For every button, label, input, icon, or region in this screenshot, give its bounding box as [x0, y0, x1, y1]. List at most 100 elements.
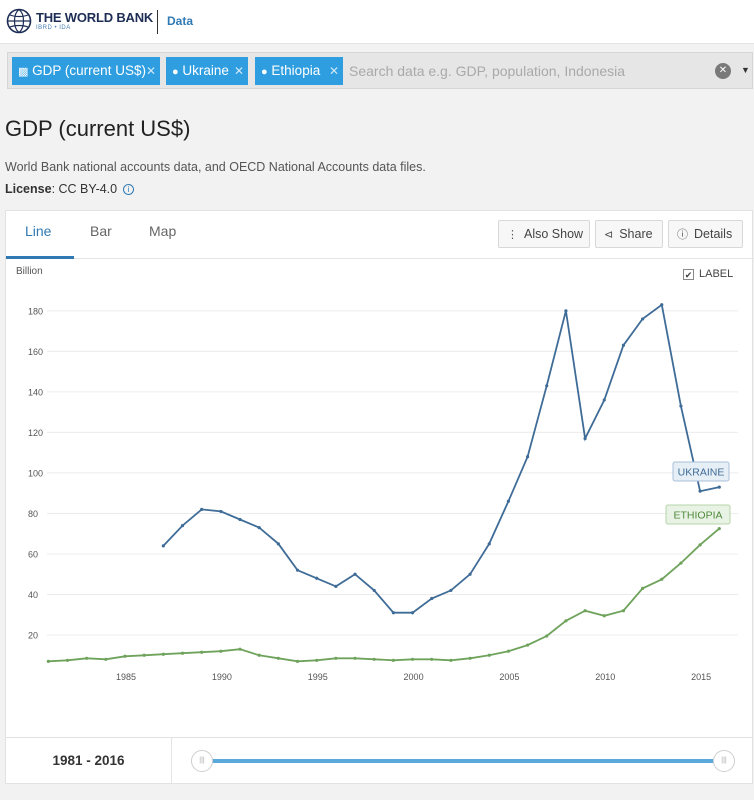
logo-divider	[157, 10, 158, 34]
tab-map[interactable]: Map	[149, 223, 177, 239]
clear-search-icon[interactable]: ✕	[715, 63, 731, 79]
page-title: GDP (current US$)	[5, 116, 191, 141]
chip-country-ukraine[interactable]: ● Ukraine ✕	[166, 57, 248, 85]
data-point	[161, 652, 165, 656]
data-point	[410, 611, 415, 615]
data-point	[46, 659, 50, 663]
x-tick-label: 1990	[212, 672, 232, 682]
data-point	[602, 614, 606, 618]
data-point	[621, 609, 626, 613]
chip-label: GDP (current US$)	[32, 63, 146, 78]
data-point	[430, 657, 434, 661]
data-link[interactable]: Data	[167, 14, 194, 28]
search-bar: ▩ GDP (current US$) ✕ ● Ukraine ✕ ● Ethi…	[7, 52, 753, 89]
details-label: Details	[694, 227, 733, 241]
world-bank-globe-icon[interactable]	[6, 8, 32, 34]
data-point	[353, 656, 357, 660]
data-point	[679, 561, 683, 565]
label-toggle[interactable]: ✔ LABEL	[683, 268, 733, 280]
data-point	[564, 619, 568, 623]
data-point	[506, 499, 510, 503]
chip-label: Ethiopia	[271, 63, 321, 78]
data-point	[660, 303, 664, 307]
x-tick-label: 2010	[595, 672, 615, 682]
y-tick-label: 60	[28, 549, 38, 559]
info-circle-icon: ⓘ	[677, 229, 688, 241]
share-label: Share	[619, 227, 653, 241]
y-tick-label: 120	[28, 428, 43, 438]
map-pin-icon: ●	[172, 66, 179, 78]
chart-card: Line Bar Map ⋮ Also Show ⊲ Share ⓘ Details	[5, 210, 754, 738]
series-label-box	[672, 461, 730, 482]
x-tick-label: 1995	[308, 672, 328, 682]
series-label-ukraine: UKRAINE	[678, 467, 725, 479]
data-point	[717, 527, 721, 531]
data-point	[295, 568, 300, 572]
data-point	[487, 653, 491, 657]
data-point	[238, 647, 242, 651]
data-point	[506, 649, 510, 653]
data-point	[449, 658, 453, 662]
top-bar: THE WORLD BANK IBRD • IDA Data	[0, 0, 754, 44]
data-point	[200, 507, 204, 511]
y-tick-label: 100	[28, 468, 43, 478]
x-tick-label: 1985	[116, 672, 136, 682]
range-end-handle[interactable]: |||	[713, 750, 735, 772]
data-point	[372, 588, 376, 593]
license-line: License: CC BY-4.0 i	[5, 182, 135, 196]
data-point	[640, 317, 645, 321]
share-icon: ⊲	[604, 229, 614, 241]
chip-indicator[interactable]: ▩ GDP (current US$) ✕	[12, 57, 160, 85]
label-checkbox[interactable]: ✔	[683, 269, 694, 280]
series-line-ukraine	[162, 303, 720, 614]
active-tab-indicator	[6, 256, 74, 259]
info-icon[interactable]: i	[123, 184, 135, 195]
details-button[interactable]: ⓘ Details	[668, 220, 743, 248]
search-input[interactable]	[349, 57, 699, 85]
data-point	[525, 455, 530, 459]
logo-text[interactable]: THE WORLD BANK	[36, 10, 154, 25]
also-show-button[interactable]: ⋮ Also Show	[498, 220, 590, 248]
chip-label: Ukraine	[182, 63, 229, 78]
chip-remove-icon[interactable]: ✕	[145, 64, 156, 78]
data-point	[85, 656, 89, 660]
data-point	[104, 657, 108, 661]
y-axis-unit-label: Billion	[16, 266, 43, 277]
data-point	[468, 656, 472, 660]
share-button[interactable]: ⊲ Share	[595, 220, 663, 248]
data-point	[315, 576, 319, 580]
data-point	[142, 653, 146, 657]
data-point	[200, 650, 204, 654]
data-point	[353, 572, 357, 576]
chart-tabs: Line Bar Map ⋮ Also Show ⊲ Share ⓘ Details	[6, 211, 754, 259]
data-point	[65, 658, 70, 662]
logo-subtitle: IBRD • IDA	[36, 25, 71, 31]
y-tick-label: 80	[28, 509, 38, 519]
data-point	[660, 577, 664, 581]
range-start-handle[interactable]: |||	[191, 750, 213, 772]
data-point	[238, 517, 242, 522]
x-tick-label: 2015	[691, 672, 711, 682]
range-slider-track[interactable]	[202, 759, 724, 763]
data-point	[468, 572, 472, 576]
data-point	[449, 588, 453, 593]
data-point	[545, 384, 549, 388]
y-tick-label: 160	[28, 347, 43, 357]
data-point	[295, 659, 300, 663]
chip-remove-icon[interactable]: ✕	[328, 64, 339, 78]
chip-remove-icon[interactable]: ✕	[233, 64, 244, 78]
license-value[interactable]: : CC BY-4.0	[51, 182, 118, 196]
dropdown-caret-icon[interactable]: ▼	[741, 65, 750, 75]
data-point	[583, 436, 587, 441]
data-point	[583, 609, 587, 613]
tab-line[interactable]: Line	[25, 223, 52, 239]
chip-country-ethiopia[interactable]: ● Ethiopia ✕	[255, 57, 343, 85]
more-vertical-icon: ⋮	[507, 229, 518, 241]
range-footer: 1981 - 2016 ||| |||	[5, 738, 753, 784]
data-point	[180, 523, 185, 528]
data-point	[698, 543, 702, 547]
bar-chart-icon: ▩	[18, 66, 29, 78]
tab-bar[interactable]: Bar	[90, 223, 112, 239]
year-range-label: 1981 - 2016	[6, 738, 172, 784]
